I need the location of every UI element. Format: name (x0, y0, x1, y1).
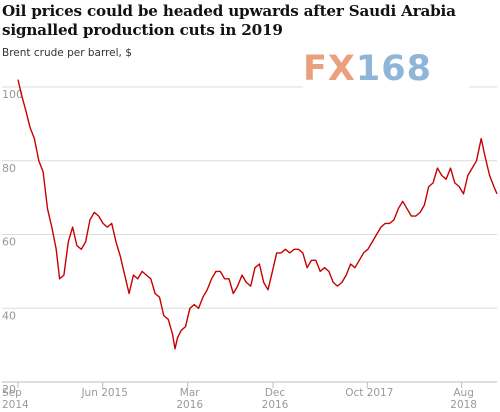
y-tick-label: 40 (2, 309, 16, 322)
x-tick-label: Oct 2017 (345, 387, 393, 399)
watermark-num: 168 (355, 49, 432, 89)
x-tick-label: Mar 2016 (176, 387, 203, 411)
y-tick-label: 20 (2, 383, 16, 396)
y-tick-label: 80 (2, 162, 16, 175)
y-tick-label: 100 (2, 88, 23, 101)
x-tick-label: Dec 2016 (262, 387, 289, 411)
watermark-fx: FX (303, 49, 356, 89)
chart-subtitle: Brent crude per barrel, $ (2, 47, 132, 59)
chart-title: Oil prices could be headed upwards after… (2, 2, 456, 39)
series-line-brent (17, 79, 498, 350)
x-tick-label: Aug 2018 (450, 387, 477, 411)
x-tick-label: Jun 2015 (80, 387, 127, 399)
x-tick-label: Sep 2014 (2, 387, 29, 411)
watermark-logo: FX168 (303, 48, 469, 90)
y-tick-label: 60 (2, 236, 16, 249)
